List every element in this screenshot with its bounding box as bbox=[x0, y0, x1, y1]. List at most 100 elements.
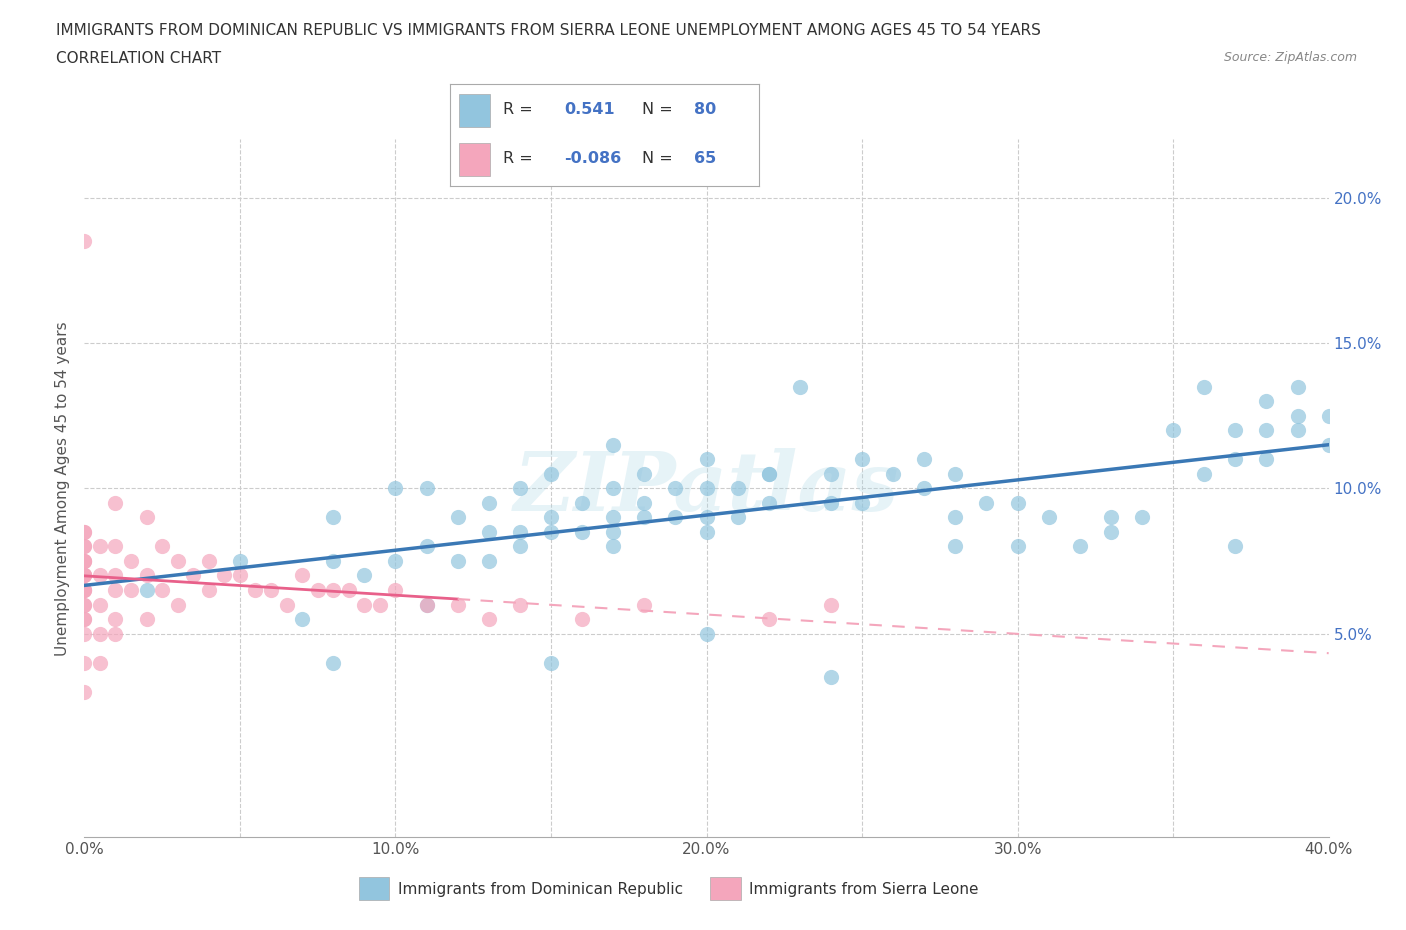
Point bbox=[291, 612, 314, 627]
Point bbox=[73, 582, 96, 597]
Point bbox=[912, 452, 935, 467]
Point bbox=[73, 233, 96, 248]
Point bbox=[664, 481, 686, 496]
Point bbox=[633, 597, 655, 612]
Point bbox=[1225, 422, 1247, 438]
Point bbox=[73, 539, 96, 554]
Y-axis label: Unemployment Among Ages 45 to 54 years: Unemployment Among Ages 45 to 54 years bbox=[55, 321, 70, 656]
Point bbox=[1286, 422, 1309, 438]
Point bbox=[73, 582, 96, 597]
Point bbox=[696, 452, 718, 467]
Point bbox=[851, 452, 873, 467]
Point bbox=[540, 525, 562, 539]
Text: CORRELATION CHART: CORRELATION CHART bbox=[56, 51, 221, 66]
Point bbox=[1038, 510, 1060, 525]
Point bbox=[181, 568, 204, 583]
Point bbox=[696, 510, 718, 525]
Point bbox=[245, 582, 267, 597]
Point bbox=[509, 597, 531, 612]
Point bbox=[1161, 422, 1184, 438]
Point bbox=[602, 539, 624, 554]
Point bbox=[415, 597, 437, 612]
Point bbox=[322, 510, 344, 525]
Point bbox=[135, 582, 157, 597]
Point bbox=[1099, 510, 1122, 525]
Point bbox=[384, 481, 406, 496]
Text: N =: N = bbox=[641, 101, 672, 117]
Point bbox=[1130, 510, 1153, 525]
Point bbox=[73, 612, 96, 627]
Point bbox=[368, 597, 391, 612]
Point bbox=[1317, 408, 1340, 423]
Point bbox=[73, 684, 96, 699]
Point bbox=[789, 379, 811, 394]
Point bbox=[447, 597, 470, 612]
Point bbox=[509, 539, 531, 554]
Point bbox=[166, 553, 188, 568]
Point bbox=[696, 626, 718, 641]
Point bbox=[166, 597, 188, 612]
Point bbox=[633, 510, 655, 525]
Point bbox=[104, 568, 127, 583]
Point bbox=[198, 582, 221, 597]
Text: 65: 65 bbox=[695, 151, 717, 166]
Point bbox=[104, 496, 127, 511]
Text: ZIPatlas: ZIPatlas bbox=[513, 448, 900, 528]
Point bbox=[229, 553, 252, 568]
Point bbox=[353, 597, 375, 612]
Point bbox=[727, 481, 749, 496]
Text: Immigrants from Sierra Leone: Immigrants from Sierra Leone bbox=[749, 882, 979, 897]
Point bbox=[1099, 525, 1122, 539]
Point bbox=[214, 568, 236, 583]
Point bbox=[820, 496, 842, 511]
Point bbox=[540, 510, 562, 525]
Point bbox=[945, 539, 967, 554]
Point bbox=[384, 553, 406, 568]
Point bbox=[73, 612, 96, 627]
Point bbox=[727, 510, 749, 525]
FancyBboxPatch shape bbox=[460, 94, 491, 126]
Point bbox=[229, 568, 252, 583]
Point bbox=[540, 656, 562, 671]
Point bbox=[415, 481, 437, 496]
Point bbox=[89, 539, 111, 554]
Text: R =: R = bbox=[502, 101, 533, 117]
Point bbox=[976, 496, 998, 511]
Point bbox=[1256, 452, 1278, 467]
Point bbox=[1007, 496, 1029, 511]
Text: Immigrants from Dominican Republic: Immigrants from Dominican Republic bbox=[398, 882, 683, 897]
Point bbox=[664, 510, 686, 525]
Point bbox=[73, 626, 96, 641]
Point bbox=[73, 568, 96, 583]
Point bbox=[633, 496, 655, 511]
Point bbox=[478, 612, 501, 627]
Point bbox=[73, 597, 96, 612]
Point bbox=[73, 568, 96, 583]
Point bbox=[478, 496, 501, 511]
Point bbox=[447, 510, 470, 525]
Point bbox=[135, 568, 157, 583]
Point bbox=[945, 466, 967, 481]
Point bbox=[1286, 408, 1309, 423]
Text: Source: ZipAtlas.com: Source: ZipAtlas.com bbox=[1223, 51, 1357, 64]
Point bbox=[73, 553, 96, 568]
Point bbox=[73, 656, 96, 671]
Point bbox=[1194, 379, 1216, 394]
Point bbox=[602, 481, 624, 496]
Point bbox=[415, 539, 437, 554]
Point bbox=[758, 496, 780, 511]
Point bbox=[478, 553, 501, 568]
Text: 0.541: 0.541 bbox=[564, 101, 614, 117]
Point bbox=[104, 539, 127, 554]
Point bbox=[1286, 379, 1309, 394]
Point bbox=[73, 568, 96, 583]
Point bbox=[602, 525, 624, 539]
Point bbox=[73, 568, 96, 583]
Point bbox=[150, 582, 173, 597]
Point bbox=[758, 612, 780, 627]
Point bbox=[1256, 422, 1278, 438]
Point bbox=[353, 568, 375, 583]
Point bbox=[322, 656, 344, 671]
Point bbox=[73, 525, 96, 539]
Point bbox=[820, 670, 842, 684]
